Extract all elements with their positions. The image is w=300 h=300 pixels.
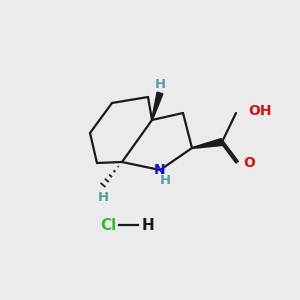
Text: N: N xyxy=(154,163,166,177)
Text: OH: OH xyxy=(248,104,272,118)
Text: H: H xyxy=(142,218,154,232)
Polygon shape xyxy=(152,92,163,120)
Polygon shape xyxy=(192,139,223,148)
Text: Cl: Cl xyxy=(100,218,116,232)
Text: H: H xyxy=(98,191,109,204)
Text: H: H xyxy=(154,78,166,91)
Text: H: H xyxy=(159,173,171,187)
Text: O: O xyxy=(243,156,255,170)
